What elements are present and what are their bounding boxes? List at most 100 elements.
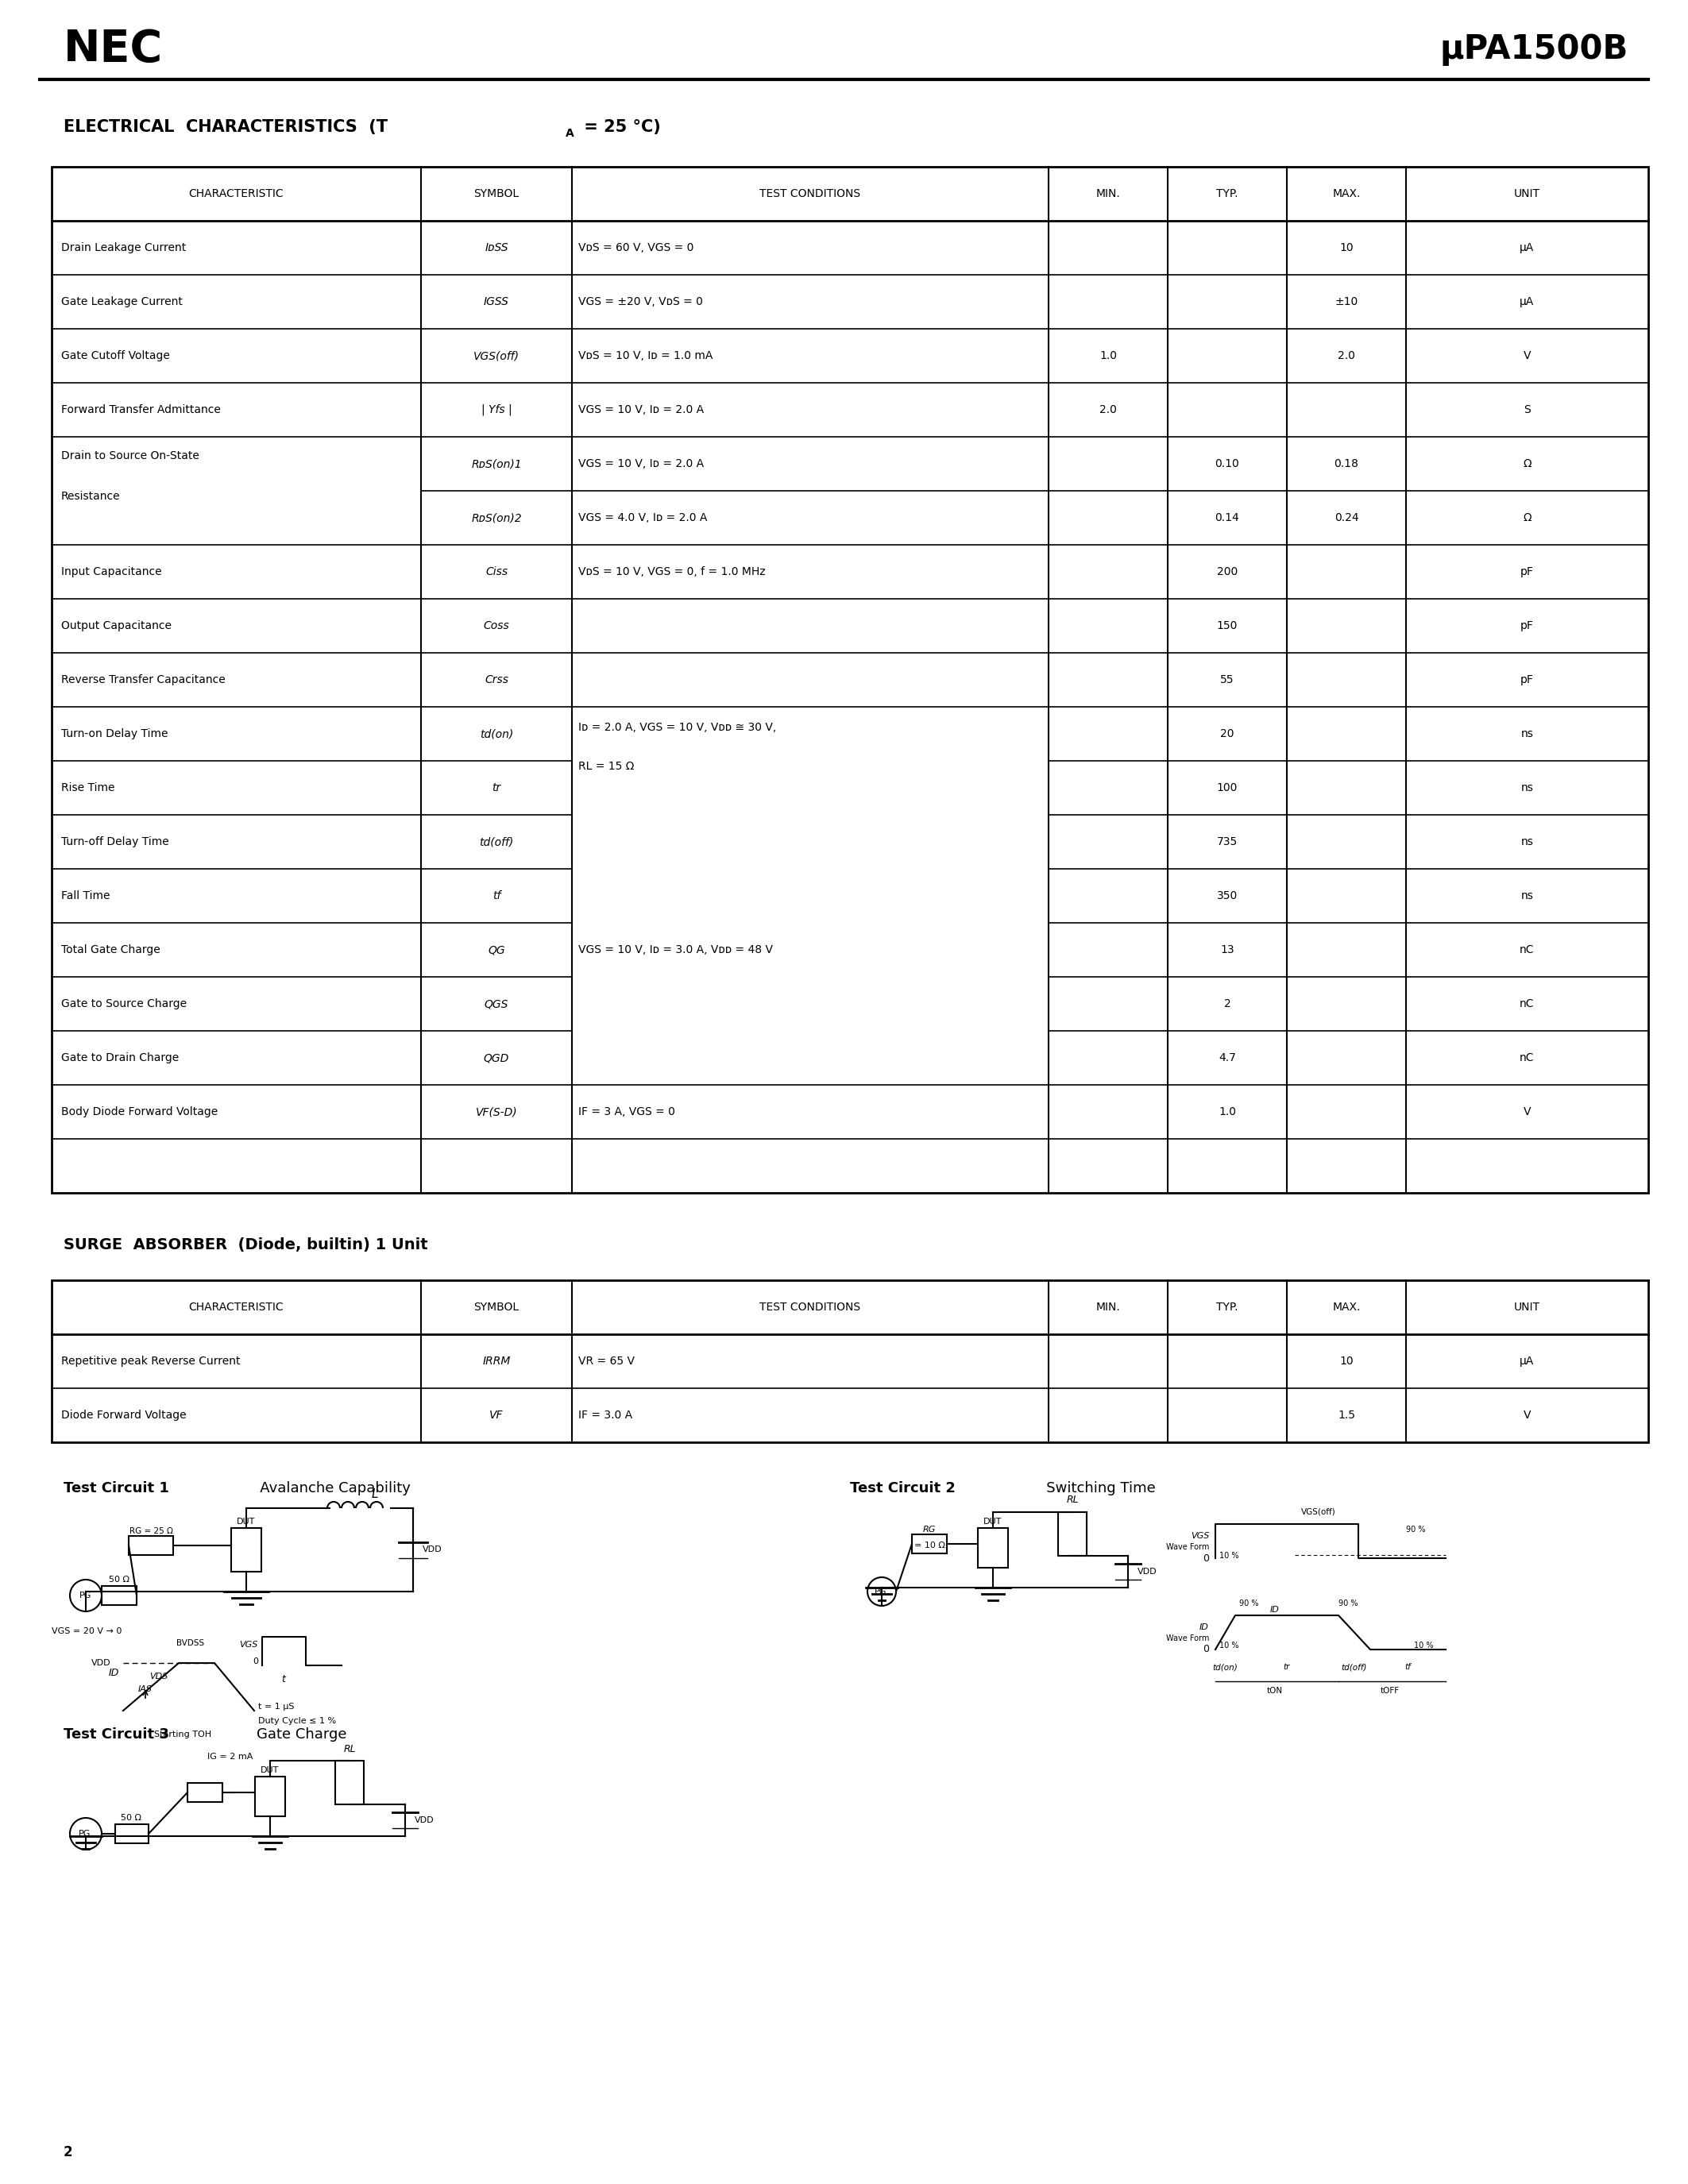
Text: VDD: VDD [415, 1817, 434, 1824]
Text: IAS: IAS [138, 1686, 152, 1693]
Text: tf: tf [1404, 1662, 1411, 1671]
Text: 13: 13 [1220, 943, 1234, 954]
Text: μA: μA [1519, 1356, 1534, 1367]
Text: VᴅS = 10 V, Iᴅ = 1.0 mA: VᴅS = 10 V, Iᴅ = 1.0 mA [579, 349, 712, 360]
Text: 1.0: 1.0 [1219, 1107, 1236, 1118]
Text: 4.7: 4.7 [1219, 1053, 1236, 1064]
Bar [255, 1776, 285, 1817]
Bar [101, 1586, 137, 1605]
Text: IF = 3 A, VGS = 0: IF = 3 A, VGS = 0 [579, 1107, 675, 1118]
Text: 0.24: 0.24 [1334, 513, 1359, 524]
Text: 10 %: 10 % [1415, 1642, 1433, 1649]
Text: RG = 25 Ω: RG = 25 Ω [128, 1527, 172, 1535]
Text: Total Gate Charge: Total Gate Charge [61, 943, 160, 954]
Text: Ω: Ω [1523, 513, 1531, 524]
Text: Drain to Source On-State: Drain to Source On-State [61, 450, 199, 461]
Text: ns: ns [1521, 836, 1533, 847]
Text: S: S [1524, 404, 1531, 415]
Text: 200: 200 [1217, 566, 1237, 577]
Text: Reverse Transfer Capacitance: Reverse Transfer Capacitance [61, 675, 226, 686]
Text: 0: 0 [253, 1658, 258, 1666]
Text: μA: μA [1519, 242, 1534, 253]
Text: 735: 735 [1217, 836, 1237, 847]
Text: 2.0: 2.0 [1337, 349, 1355, 360]
Text: RᴅS(on)2: RᴅS(on)2 [471, 513, 522, 524]
Text: td(on): td(on) [479, 727, 513, 740]
Text: Gate Leakage Current: Gate Leakage Current [61, 297, 182, 308]
Text: VGS = 10 V, Iᴅ = 2.0 A: VGS = 10 V, Iᴅ = 2.0 A [579, 459, 704, 470]
Text: 90 %: 90 % [1239, 1599, 1259, 1607]
Text: Test Circuit 1: Test Circuit 1 [64, 1481, 169, 1496]
Text: IGSS: IGSS [484, 297, 510, 308]
Text: IᴅSS: IᴅSS [484, 242, 508, 253]
Text: RL: RL [343, 1743, 356, 1754]
Text: Rise Time: Rise Time [61, 782, 115, 793]
Text: = 25 °C): = 25 °C) [579, 120, 660, 135]
Text: VGS = ±20 V, VᴅS = 0: VGS = ±20 V, VᴅS = 0 [579, 297, 702, 308]
Text: Coss: Coss [483, 620, 510, 631]
Text: = 10 Ω: = 10 Ω [913, 1542, 945, 1548]
Text: RL: RL [1067, 1496, 1079, 1505]
Text: Resistance: Resistance [61, 491, 120, 502]
Text: ID: ID [1271, 1605, 1280, 1614]
Text: VᴅS = 60 V, VGS = 0: VᴅS = 60 V, VGS = 0 [579, 242, 694, 253]
Text: IG = 2 mA: IG = 2 mA [208, 1754, 253, 1760]
Text: td(off): td(off) [479, 836, 513, 847]
Text: 0: 0 [1202, 1553, 1209, 1564]
Text: DUT: DUT [984, 1518, 1003, 1527]
Text: t = 1 μS: t = 1 μS [258, 1704, 294, 1710]
Text: td(on): td(on) [1212, 1662, 1237, 1671]
Text: NEC: NEC [64, 28, 164, 70]
Text: TYP.: TYP. [1217, 188, 1239, 199]
Text: nC: nC [1519, 1053, 1534, 1064]
Text: Body Diode Forward Voltage: Body Diode Forward Voltage [61, 1107, 218, 1118]
Text: 0: 0 [1202, 1645, 1209, 1655]
Text: 10 %: 10 % [1219, 1553, 1239, 1559]
Text: CHARACTERISTIC: CHARACTERISTIC [189, 188, 284, 199]
Text: VF: VF [490, 1409, 503, 1422]
Text: VGS: VGS [240, 1640, 258, 1649]
Text: QGD: QGD [484, 1053, 510, 1064]
Text: tON: tON [1268, 1686, 1283, 1695]
Text: pF: pF [1521, 675, 1534, 686]
Text: VDD: VDD [422, 1546, 442, 1553]
Text: DUT: DUT [260, 1767, 280, 1773]
Text: 350: 350 [1217, 891, 1237, 902]
Text: V: V [1523, 349, 1531, 360]
Text: VF(S-D): VF(S-D) [476, 1107, 517, 1118]
Bar [128, 1535, 174, 1555]
Text: Test Circuit 3: Test Circuit 3 [64, 1728, 169, 1741]
Bar [912, 1535, 947, 1553]
Text: VDD: VDD [1138, 1568, 1156, 1575]
Text: A: A [565, 129, 574, 140]
Text: Starting TOH: Starting TOH [154, 1730, 211, 1738]
Text: Ciss: Ciss [486, 566, 508, 577]
Text: nC: nC [1519, 998, 1534, 1009]
Text: BVDSS: BVDSS [177, 1640, 204, 1647]
Text: RᴅS(on)1: RᴅS(on)1 [471, 459, 522, 470]
Text: ID: ID [1200, 1623, 1209, 1631]
Text: 2: 2 [64, 2145, 73, 2160]
Text: VDD: VDD [91, 1660, 111, 1666]
Text: μPA1500B: μPA1500B [1440, 33, 1629, 66]
Text: μA: μA [1519, 297, 1534, 308]
Text: PG.: PG. [78, 1830, 93, 1837]
Text: QG: QG [488, 943, 505, 954]
Text: CHARACTERISTIC: CHARACTERISTIC [189, 1302, 284, 1313]
Text: 55: 55 [1220, 675, 1234, 686]
Text: Duty Cycle ≤ 1 %: Duty Cycle ≤ 1 % [258, 1717, 336, 1725]
Bar [52, 166, 1647, 1192]
Text: tr: tr [491, 782, 501, 793]
Text: 10: 10 [1340, 242, 1354, 253]
Text: DUT: DUT [236, 1518, 255, 1527]
Text: pF: pF [1521, 566, 1534, 577]
Text: Ω: Ω [1523, 459, 1531, 470]
Text: VGS = 10 V, Iᴅ = 3.0 A, Vᴅᴅ = 48 V: VGS = 10 V, Iᴅ = 3.0 A, Vᴅᴅ = 48 V [579, 943, 773, 954]
Text: UNIT: UNIT [1514, 188, 1539, 199]
Text: 0.10: 0.10 [1215, 459, 1239, 470]
Text: Gate Cutoff Voltage: Gate Cutoff Voltage [61, 349, 170, 360]
Text: VGS = 20 V → 0: VGS = 20 V → 0 [52, 1627, 122, 1636]
Bar [115, 1824, 149, 1843]
Text: Forward Transfer Admittance: Forward Transfer Admittance [61, 404, 221, 415]
Text: ELECTRICAL  CHARACTERISTICS  (T: ELECTRICAL CHARACTERISTICS (T [64, 120, 388, 135]
